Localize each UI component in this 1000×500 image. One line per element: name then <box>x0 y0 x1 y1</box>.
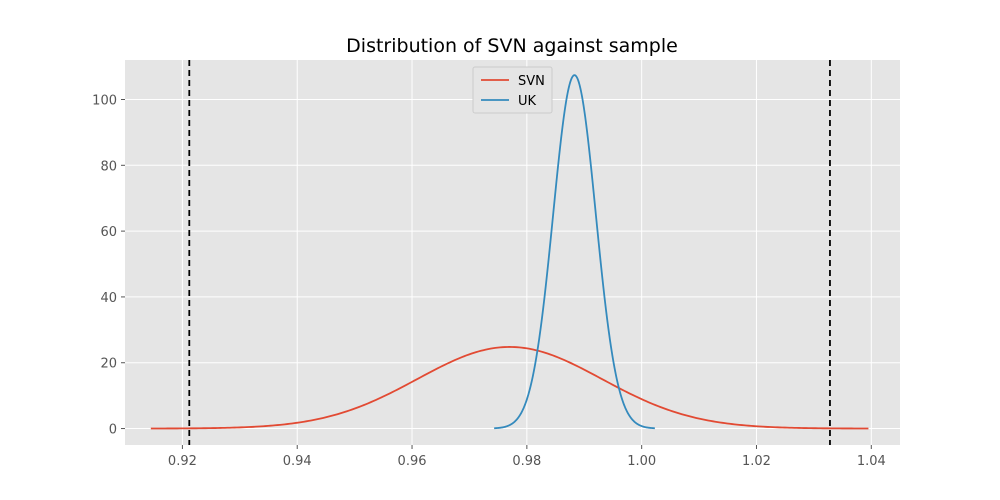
y-tick-label: 40 <box>100 291 117 306</box>
y-tick-label: 60 <box>100 225 117 240</box>
x-tick-label: 1.02 <box>742 454 771 469</box>
chart-title: Distribution of SVN against sample <box>346 35 678 57</box>
plot-area: 0.92 0.94 0.96 0.98 1.00 1.02 1.04 0 20 40 60 80 100… <box>92 60 900 469</box>
x-tick-label: 0.92 <box>168 454 197 469</box>
legend-label-svn: SVN <box>518 74 545 89</box>
plot-background <box>125 60 900 445</box>
series-line-svn <box>150 346 869 430</box>
legend-label-uk: UK <box>518 94 537 109</box>
legend-box <box>472 66 553 114</box>
x-tick-label: 1.04 <box>857 454 886 469</box>
x-tick-label: 1.00 <box>627 454 656 469</box>
x-tick-label: 0.98 <box>512 454 541 469</box>
y-tick-label: 100 <box>92 93 117 108</box>
x-tick-label: 0.94 <box>283 454 312 469</box>
series-line-uk <box>494 74 655 430</box>
x-tick-label: 0.96 <box>398 454 427 469</box>
y-tick-label: 0 <box>109 423 117 438</box>
y-tick-label: 20 <box>100 357 117 372</box>
y-tick-label: 80 <box>100 159 117 174</box>
